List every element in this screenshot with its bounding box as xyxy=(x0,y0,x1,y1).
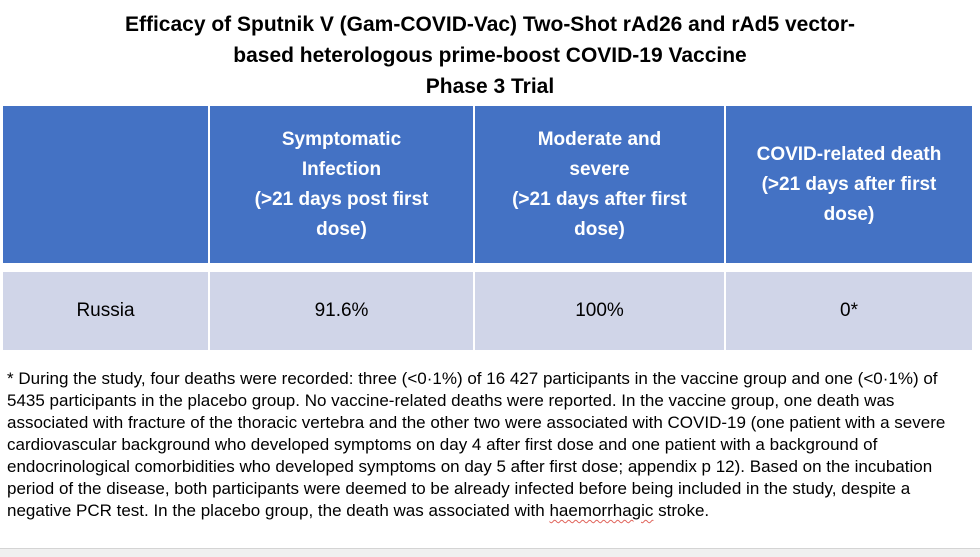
footnote: * During the study, four deaths were rec… xyxy=(7,368,973,522)
table-header-moderate-and-severe: Moderate and severe (>21 days after firs… xyxy=(475,106,724,263)
table-header-symptomatic-infection: Symptomatic Infection (>21 days post fir… xyxy=(210,106,473,263)
table-cell-country: Russia xyxy=(3,272,208,350)
table-cell-symptomatic-infection-value: 91.6% xyxy=(210,272,473,350)
document-title: Efficacy of Sputnik V (Gam-COVID-Vac) Tw… xyxy=(124,13,856,98)
footnote-text-before: * During the study, four deaths were rec… xyxy=(7,369,946,520)
table-cell-moderate-and-severe-value: 100% xyxy=(475,272,724,350)
table-header-covid-related-death: COVID-related death (>21 days after firs… xyxy=(726,106,972,263)
efficacy-table: Symptomatic Infection (>21 days post fir… xyxy=(3,106,972,350)
horizontal-scrollbar[interactable] xyxy=(0,548,980,557)
footnote-text-after: stroke. xyxy=(653,501,710,520)
table-cell-covid-related-death-value: 0* xyxy=(726,272,972,350)
table-header-empty xyxy=(3,106,208,263)
footnote-misspelled-word: haemorrhagic xyxy=(549,501,654,520)
